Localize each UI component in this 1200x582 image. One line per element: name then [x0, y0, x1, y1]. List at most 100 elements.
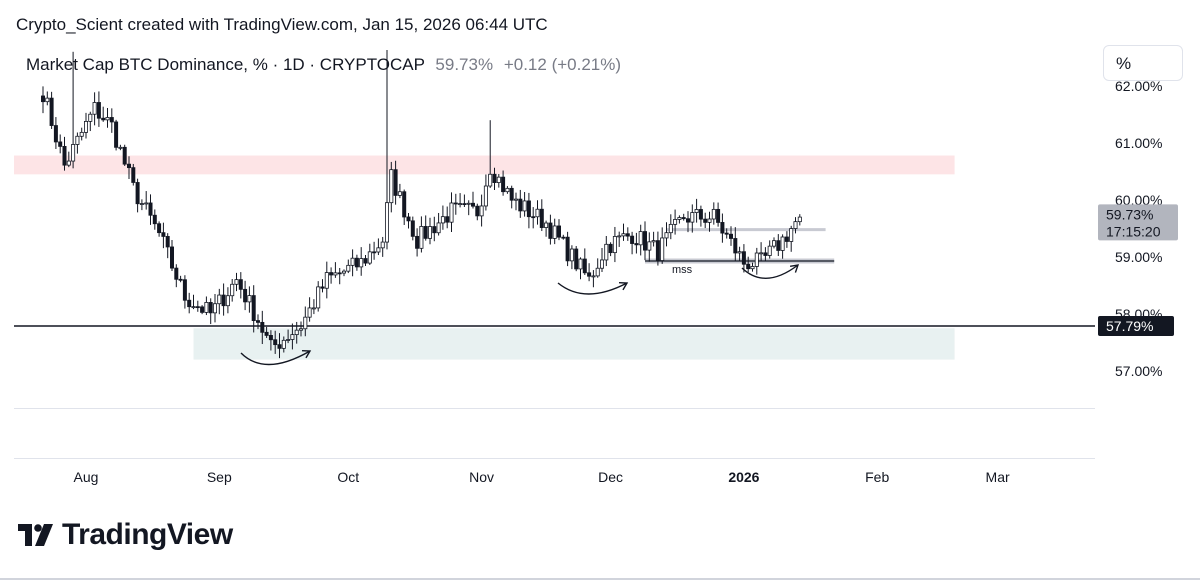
- candle-down: [608, 243, 613, 254]
- candle-up: [341, 270, 346, 274]
- candle-up: [225, 295, 230, 307]
- candle-up: [389, 169, 394, 204]
- candle-down: [716, 208, 721, 223]
- time-axis-tick: Feb: [865, 469, 889, 485]
- candle-up: [204, 302, 209, 313]
- candle-down: [703, 218, 708, 223]
- time-axis-tick: Nov: [469, 469, 494, 485]
- tradingview-logo-icon: [18, 524, 53, 546]
- candle-down: [531, 216, 536, 219]
- candle-down: [161, 232, 166, 237]
- candle-down: [720, 222, 725, 234]
- candle-down: [135, 182, 140, 205]
- candle-down: [363, 258, 368, 264]
- candle-up: [707, 218, 712, 223]
- candle-up: [789, 228, 794, 242]
- candle-down: [109, 117, 114, 123]
- candle-down: [587, 272, 592, 277]
- legend-change: +0.12 (+0.21%): [503, 55, 622, 74]
- candle-up: [617, 235, 622, 238]
- candle-up: [780, 236, 785, 251]
- support-zone: [193, 328, 955, 360]
- candle-down: [174, 267, 179, 280]
- candle-down: [165, 236, 170, 248]
- candle-down: [574, 248, 579, 270]
- candle-down: [178, 278, 183, 281]
- candle-up: [668, 223, 673, 234]
- candle-up: [578, 258, 583, 270]
- candle-down: [200, 306, 205, 313]
- candle-down: [243, 288, 248, 303]
- candle-down: [195, 306, 200, 309]
- candle-up: [247, 295, 252, 303]
- candle-up: [664, 232, 669, 239]
- arrow-november: [557, 281, 629, 295]
- candle-down: [187, 299, 192, 308]
- candle-down: [526, 200, 531, 218]
- candle-down: [354, 257, 359, 268]
- candle-up: [690, 212, 695, 223]
- percent-scale-button[interactable]: %: [1103, 45, 1183, 81]
- time-axis-divider: [14, 458, 1095, 459]
- candle-down: [643, 231, 648, 251]
- arrow-january: [741, 264, 800, 279]
- candle-down: [402, 191, 407, 218]
- support-level-badge: [1098, 315, 1174, 336]
- candle-up: [324, 272, 329, 289]
- candle-up: [600, 259, 605, 269]
- candle-up: [144, 202, 149, 205]
- candle-down: [62, 146, 67, 166]
- candle-up: [612, 236, 617, 254]
- candle-down: [372, 251, 377, 254]
- candle-down: [337, 272, 342, 275]
- candle-down: [264, 331, 269, 336]
- arrow-january-head: [789, 264, 800, 273]
- candle-down: [131, 167, 136, 183]
- price-axis-tick: 59.00%: [1115, 249, 1162, 265]
- candle-up: [483, 185, 488, 207]
- candle-up: [281, 339, 286, 349]
- candle-up: [591, 275, 596, 278]
- candle-up: [569, 248, 574, 262]
- tradingview-logo[interactable]: TradingView: [18, 518, 233, 552]
- candle-down: [557, 225, 562, 238]
- time-axis-tick: Mar: [986, 469, 1010, 485]
- price-chart[interactable]: mss 57.00%58.00%59.00%60.00%61.00%62.00%…: [0, 0, 1200, 500]
- legend-last-value: 59.73%: [435, 55, 494, 74]
- candle-down: [415, 235, 420, 249]
- candle-down: [393, 169, 398, 196]
- candle-up: [544, 222, 549, 228]
- time-axis-tick: 2026: [728, 469, 759, 485]
- candle-up: [234, 279, 239, 285]
- candle-up: [638, 231, 643, 246]
- candle-up: [793, 221, 798, 229]
- candle-down: [445, 216, 450, 223]
- candle-up: [458, 203, 463, 206]
- candle-up: [230, 283, 235, 297]
- candle-up: [384, 202, 389, 243]
- candle-down: [492, 173, 497, 183]
- candle-down: [268, 335, 273, 341]
- candle-up: [759, 252, 764, 255]
- candle-down: [776, 240, 781, 251]
- candle-down: [686, 218, 691, 223]
- candle-up: [139, 203, 144, 205]
- candle-down: [101, 117, 106, 121]
- candle-up: [71, 144, 76, 162]
- price-axis-tick: 61.00%: [1115, 135, 1162, 151]
- candle-down: [157, 223, 162, 234]
- candle-down: [238, 279, 243, 290]
- candle-up: [767, 245, 772, 256]
- time-axis-tick: Dec: [598, 469, 623, 485]
- candle-up: [217, 294, 222, 305]
- candle-up: [367, 251, 372, 264]
- candle-up: [75, 135, 80, 145]
- candle-down: [462, 203, 467, 206]
- pane-divider: [14, 408, 1095, 409]
- candle-down: [741, 251, 746, 265]
- candle-down: [655, 240, 660, 261]
- candle-up: [397, 191, 402, 196]
- candle-up: [449, 202, 454, 223]
- candle-down: [169, 246, 174, 269]
- candle-up: [84, 121, 89, 133]
